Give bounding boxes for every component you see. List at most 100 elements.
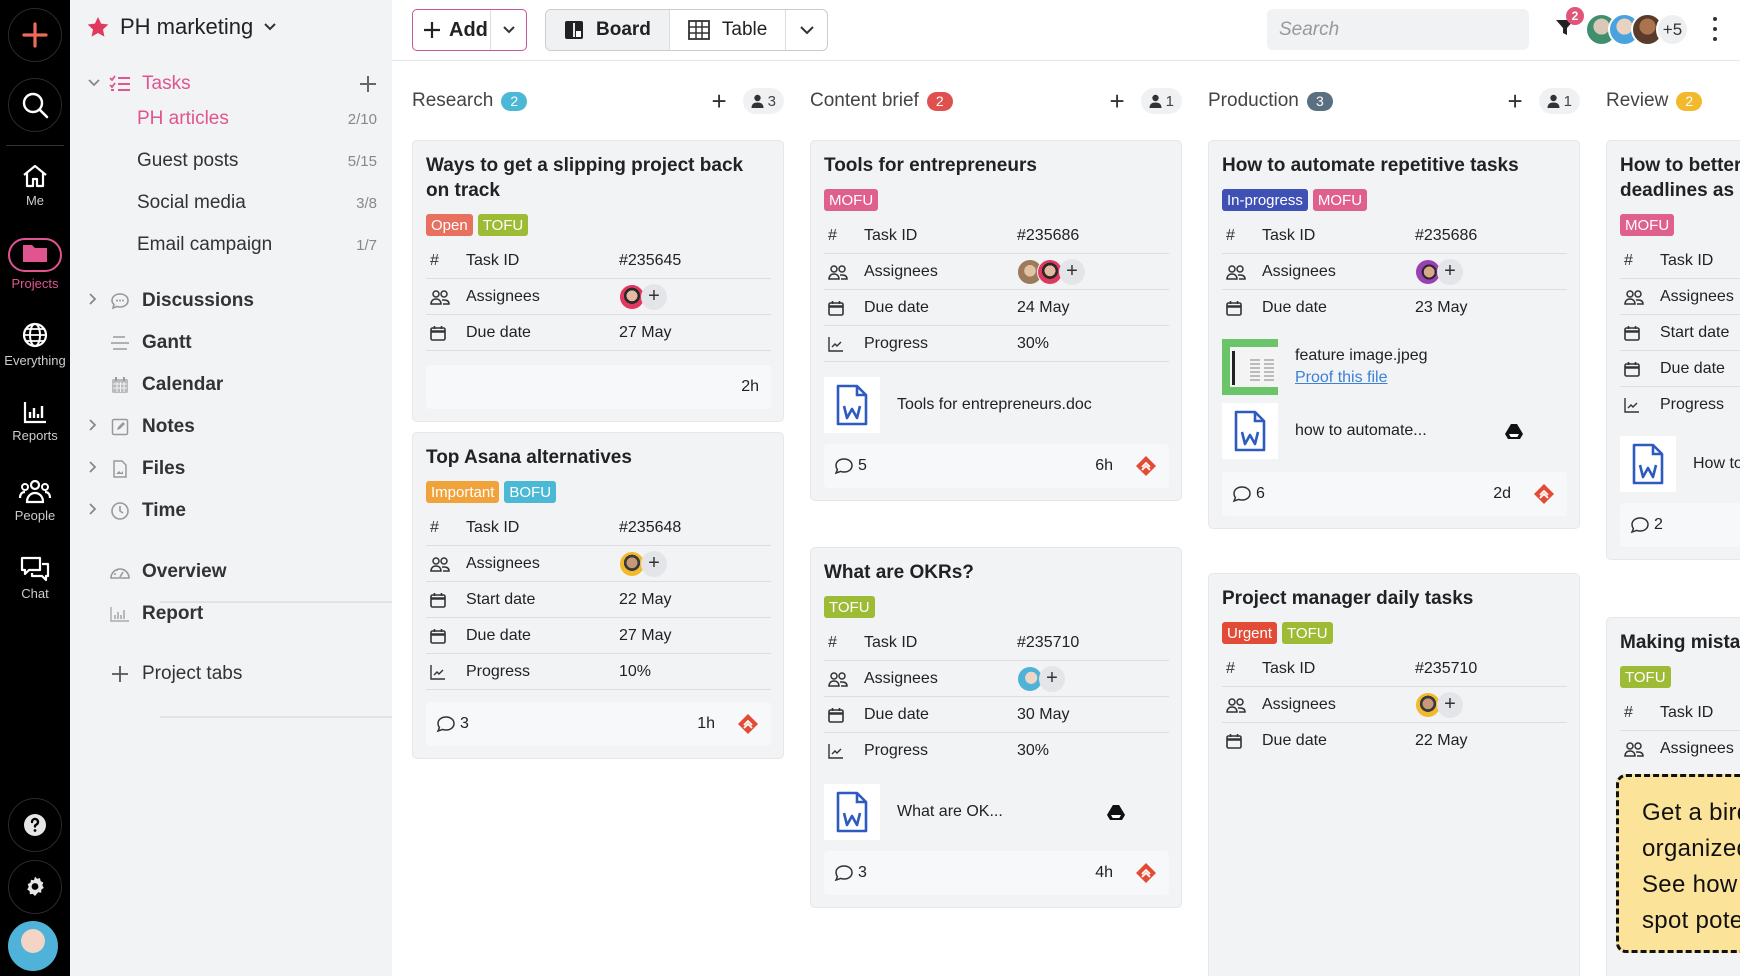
- assignee-avatar[interactable]: [1037, 258, 1063, 285]
- sidebar-item-notes[interactable]: Notes: [70, 416, 392, 438]
- view-tab-board[interactable]: Board: [546, 10, 670, 50]
- comments-count[interactable]: 2: [1630, 516, 1663, 534]
- task-title[interactable]: Ways to get a slipping project back on t…: [426, 155, 744, 201]
- add-button[interactable]: Add: [413, 10, 491, 50]
- task-list-email-campaign[interactable]: Email campaign 1/7: [137, 234, 377, 256]
- chevron-down-icon[interactable]: [88, 75, 108, 93]
- tag-mofu[interactable]: MOFU: [1620, 214, 1675, 236]
- tag-tofu[interactable]: TOFU: [824, 596, 875, 618]
- chevron-right-icon[interactable]: [88, 418, 108, 436]
- high-priority-icon[interactable]: [1135, 862, 1157, 884]
- google-drive-icon[interactable]: [1505, 423, 1523, 439]
- sidebar-item-gantt[interactable]: Gantt: [70, 332, 392, 354]
- comments-count[interactable]: 5: [834, 457, 867, 475]
- add-assignee-button[interactable]: +: [641, 550, 667, 577]
- high-priority-icon[interactable]: [1533, 483, 1555, 505]
- global-search-button[interactable]: [8, 78, 62, 132]
- rail-item-chat[interactable]: Chat: [0, 556, 70, 601]
- task-card[interactable]: Tools for entrepreneurs MOFU # Task ID #…: [810, 140, 1182, 501]
- sidebar-item-tasks[interactable]: Tasks: [70, 73, 392, 95]
- task-card[interactable]: What are OKRs? TOFU # Task ID #235710 As…: [810, 547, 1182, 908]
- column-members-button[interactable]: 1: [1140, 88, 1182, 114]
- rail-item-people[interactable]: People: [0, 478, 70, 523]
- chevron-right-icon[interactable]: [88, 502, 108, 520]
- task-card[interactable]: Ways to get a slipping project back on t…: [412, 140, 784, 422]
- add-task-button[interactable]: +: [1109, 86, 1125, 116]
- task-title[interactable]: Tools for entrepreneurs: [824, 155, 1037, 176]
- task-card[interactable]: Top Asana alternatives Important BOFU # …: [412, 432, 784, 759]
- add-project-tab-button[interactable]: Project tabs: [70, 663, 392, 685]
- tag-bofu[interactable]: BOFU: [504, 481, 557, 503]
- attachment[interactable]: feature image.jpeg Proof this file: [1222, 338, 1567, 396]
- project-title-dropdown[interactable]: PH marketing: [86, 14, 277, 40]
- more-members-button[interactable]: +5: [1656, 13, 1689, 46]
- tag-open[interactable]: Open: [426, 214, 473, 236]
- add-dropdown-button[interactable]: [491, 25, 526, 35]
- sidebar-item-overview[interactable]: Overview: [70, 561, 392, 583]
- add-task-button[interactable]: +: [711, 86, 727, 116]
- add-assignee-button[interactable]: +: [1059, 258, 1085, 285]
- task-list-social-media[interactable]: Social media 3/8: [137, 192, 377, 214]
- comments-count[interactable]: 3: [436, 715, 469, 733]
- column-members-button[interactable]: 1: [1538, 88, 1580, 114]
- comments-count[interactable]: 6: [1232, 485, 1265, 503]
- task-title[interactable]: How to better deadlines as a: [1620, 153, 1740, 203]
- proof-file-link[interactable]: Proof this file: [1295, 369, 1388, 386]
- attachment[interactable]: Tools for entrepreneurs.doc: [824, 376, 1169, 434]
- more-options-icon[interactable]: [1710, 17, 1720, 41]
- more-views-dropdown[interactable]: [786, 10, 827, 50]
- create-button[interactable]: [8, 8, 62, 62]
- image-thumbnail[interactable]: [1222, 339, 1278, 395]
- sidebar-item-files[interactable]: Files: [70, 458, 392, 480]
- view-tab-table[interactable]: Table: [670, 10, 787, 50]
- sidebar-item-discussions[interactable]: Discussions: [70, 290, 392, 312]
- attachment[interactable]: how to automate...: [1222, 402, 1567, 460]
- help-button[interactable]: [8, 798, 62, 852]
- tag-important[interactable]: Important: [426, 481, 500, 503]
- task-card[interactable]: Project manager daily tasks Urgent TOFU …: [1208, 573, 1580, 976]
- high-priority-icon[interactable]: [737, 713, 759, 735]
- task-title[interactable]: Making mistal: [1620, 632, 1740, 653]
- tag-mofu[interactable]: MOFU: [1312, 189, 1368, 211]
- rail-item-reports[interactable]: Reports: [0, 400, 70, 443]
- tag-tofu[interactable]: TOFU: [477, 214, 529, 236]
- task-title[interactable]: Project manager daily tasks: [1222, 588, 1474, 609]
- assignee-avatar[interactable]: [1415, 691, 1441, 718]
- task-list-guest-posts[interactable]: Guest posts 5/15: [137, 150, 377, 172]
- attachment[interactable]: How to: [1620, 435, 1740, 493]
- add-assignee-button[interactable]: +: [641, 283, 667, 310]
- tag-tofu[interactable]: TOFU: [1282, 622, 1333, 644]
- rail-item-me[interactable]: Me: [0, 163, 70, 208]
- attachment[interactable]: What are OK...: [824, 783, 1169, 841]
- task-title[interactable]: Top Asana alternatives: [426, 447, 632, 468]
- tag-in-progress[interactable]: In-progress: [1222, 189, 1308, 211]
- tag-urgent[interactable]: Urgent: [1222, 622, 1278, 644]
- comments-count[interactable]: 3: [834, 864, 867, 882]
- sidebar-item-time[interactable]: Time: [70, 500, 392, 522]
- google-drive-icon[interactable]: [1107, 804, 1125, 820]
- task-title[interactable]: How to automate repetitive tasks: [1222, 155, 1519, 176]
- settings-button[interactable]: [8, 860, 62, 914]
- rail-item-projects[interactable]: Projects: [0, 238, 70, 291]
- add-assignee-button[interactable]: +: [1437, 691, 1463, 718]
- high-priority-icon[interactable]: [1135, 455, 1157, 477]
- chevron-right-icon[interactable]: [88, 292, 108, 310]
- task-title[interactable]: What are OKRs?: [824, 562, 974, 583]
- rail-item-everything[interactable]: Everything: [0, 321, 70, 368]
- project-members[interactable]: +5: [1585, 13, 1689, 46]
- add-assignee-button[interactable]: +: [1437, 258, 1463, 285]
- task-card[interactable]: How to automate repetitive tasks In-prog…: [1208, 140, 1580, 529]
- user-avatar[interactable]: [8, 921, 58, 971]
- add-task-list-icon[interactable]: [358, 74, 378, 94]
- chevron-right-icon[interactable]: [88, 460, 108, 478]
- task-list-ph-articles[interactable]: PH articles 2/10: [137, 108, 377, 130]
- search-input[interactable]: [1267, 9, 1529, 50]
- tag-tofu[interactable]: TOFU: [1620, 666, 1671, 688]
- sidebar-item-report[interactable]: Report: [70, 603, 392, 625]
- column-members-button[interactable]: 3: [742, 88, 784, 114]
- add-assignee-button[interactable]: +: [1039, 665, 1065, 692]
- filter-button[interactable]: 2: [1554, 7, 1584, 42]
- task-card[interactable]: How to better deadlines as a MOFU # Task…: [1606, 140, 1740, 560]
- add-task-button[interactable]: +: [1507, 86, 1523, 116]
- tag-mofu[interactable]: MOFU: [824, 189, 879, 211]
